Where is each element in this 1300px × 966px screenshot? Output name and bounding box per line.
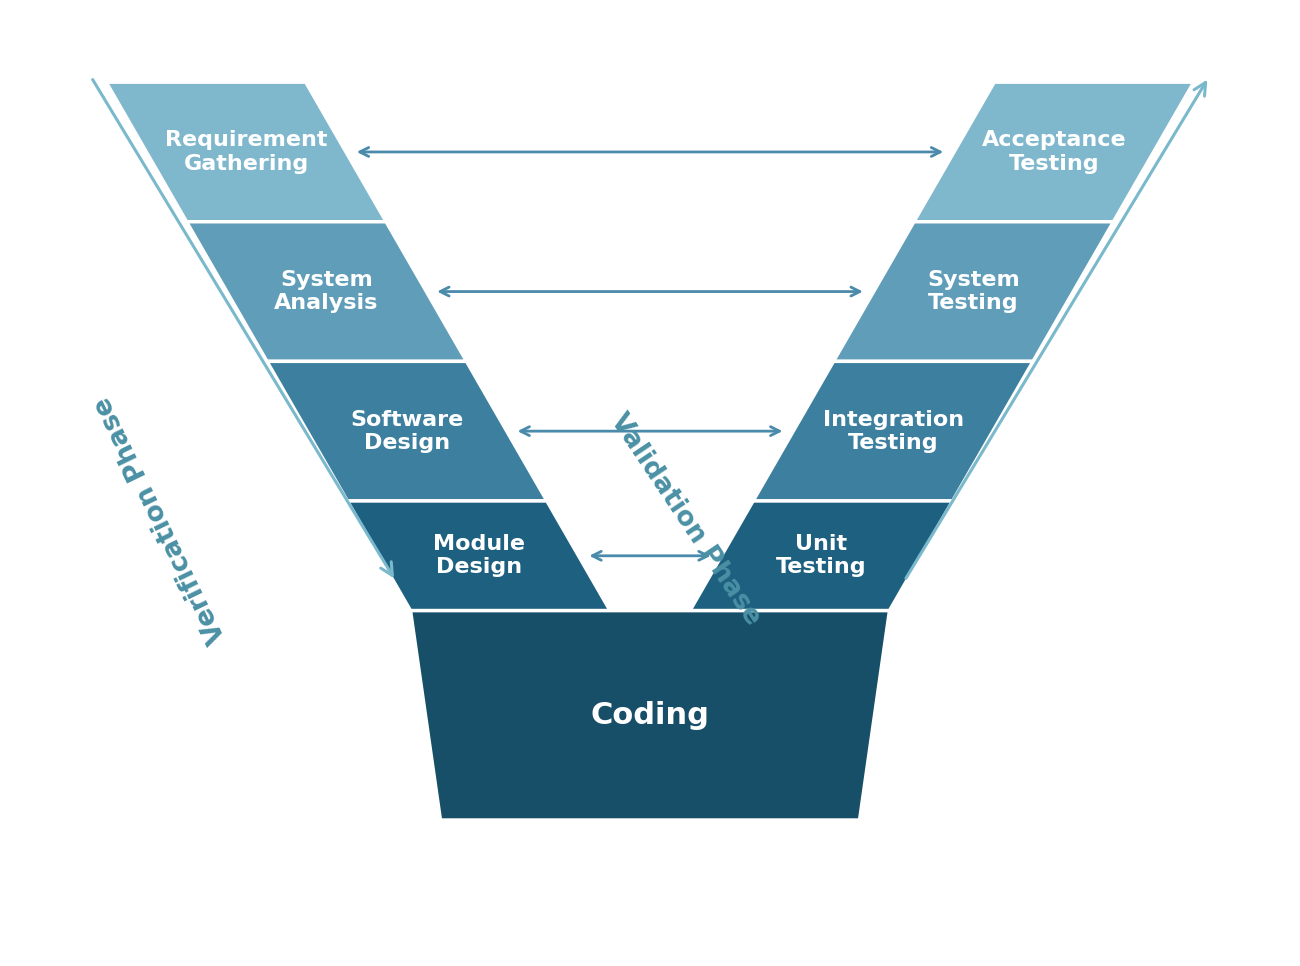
Text: Module
Design: Module Design [433, 534, 525, 578]
Text: System
Testing: System Testing [927, 270, 1019, 313]
Polygon shape [107, 82, 386, 222]
Polygon shape [690, 501, 953, 611]
Polygon shape [753, 361, 1034, 501]
Polygon shape [266, 361, 547, 501]
Polygon shape [411, 611, 889, 820]
Text: System
Analysis: System Analysis [274, 270, 378, 313]
Text: Coding: Coding [590, 700, 710, 730]
Text: Requirement
Gathering: Requirement Gathering [165, 130, 328, 174]
Text: Acceptance
Testing: Acceptance Testing [982, 130, 1126, 174]
Text: Software
Design: Software Design [350, 410, 464, 453]
Polygon shape [914, 82, 1193, 222]
Polygon shape [347, 501, 610, 611]
Polygon shape [187, 222, 467, 361]
Text: Validation Phase: Validation Phase [604, 409, 766, 630]
Text: Unit
Testing: Unit Testing [776, 534, 867, 578]
Polygon shape [833, 222, 1113, 361]
Text: Verification Phase: Verification Phase [90, 392, 231, 647]
Text: Integration
Testing: Integration Testing [823, 410, 963, 453]
